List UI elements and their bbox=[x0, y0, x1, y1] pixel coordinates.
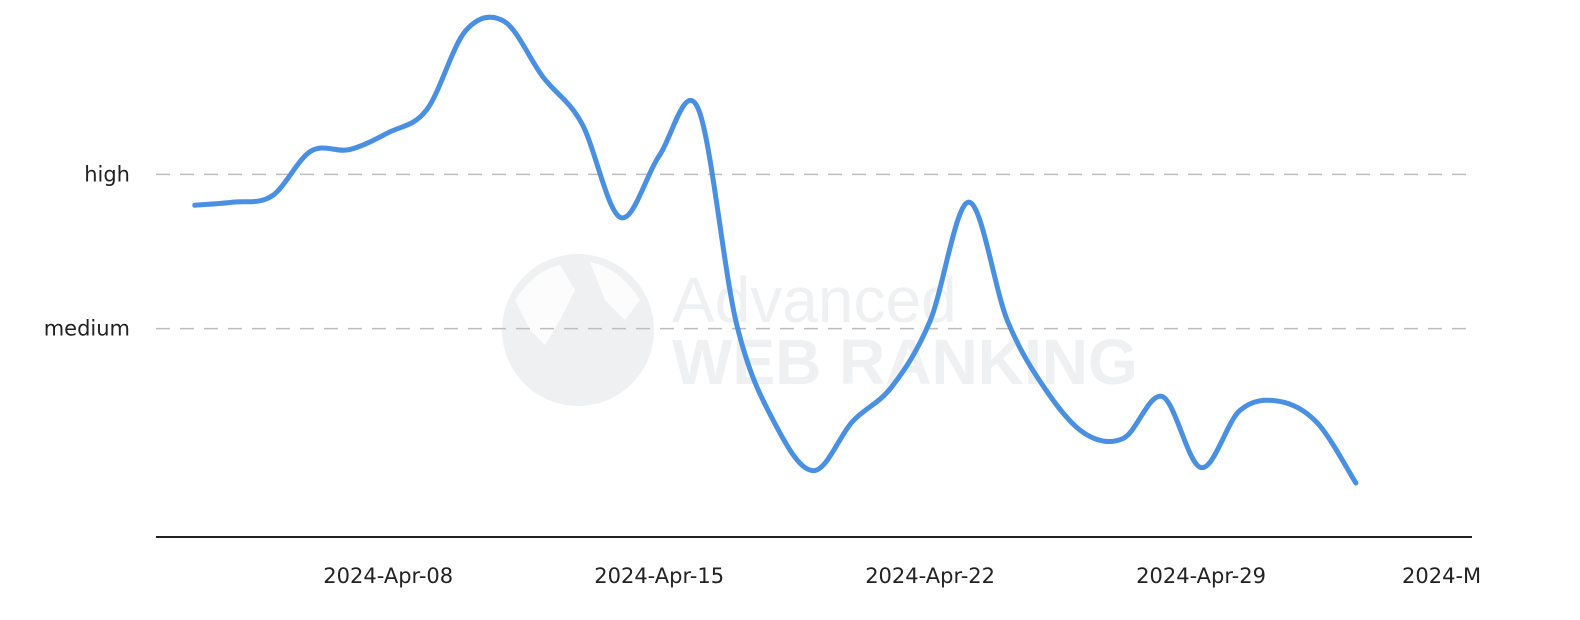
y-axis-labels: high medium bbox=[44, 162, 130, 340]
series-line bbox=[192, 14, 1359, 486]
x-axis-labels: 2024-Apr-08 2024-Apr-15 2024-Apr-22 2024-Ap… bbox=[323, 564, 1481, 588]
y-tick-label: medium bbox=[44, 317, 130, 341]
x-tick-label: 2024-Apr-15 bbox=[594, 564, 724, 588]
x-tick-label: 2024-Apr-22 bbox=[865, 564, 995, 588]
watermark-text-advanced: Advanced bbox=[672, 264, 957, 336]
globe-continents bbox=[515, 262, 640, 345]
x-tick-label: 2024-Apr-08 bbox=[323, 564, 453, 588]
x-tick-label: 2024-Apr-29 bbox=[1136, 564, 1266, 588]
globe-icon bbox=[502, 254, 654, 406]
x-tick-label: 2024-M bbox=[1402, 564, 1481, 588]
gridlines bbox=[156, 173, 1472, 330]
series-group bbox=[192, 14, 1359, 486]
y-tick-label: high bbox=[84, 162, 130, 186]
